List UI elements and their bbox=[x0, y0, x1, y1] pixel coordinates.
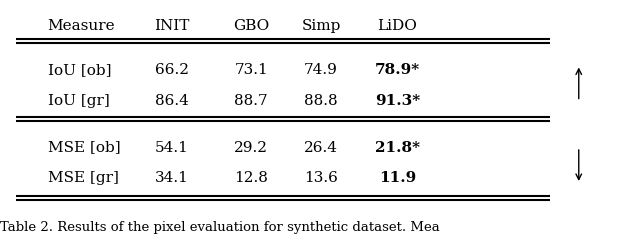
Text: 74.9: 74.9 bbox=[304, 63, 338, 77]
Text: 12.8: 12.8 bbox=[234, 171, 268, 185]
Text: 21.8*: 21.8* bbox=[375, 141, 420, 154]
Text: GBO: GBO bbox=[233, 19, 269, 33]
Text: 29.2: 29.2 bbox=[234, 141, 268, 154]
Text: Simp: Simp bbox=[301, 19, 341, 33]
Text: 66.2: 66.2 bbox=[155, 63, 189, 77]
Text: 54.1: 54.1 bbox=[155, 141, 189, 154]
Text: 13.6: 13.6 bbox=[304, 171, 338, 185]
Text: IoU [ob]: IoU [ob] bbox=[48, 63, 111, 77]
Text: 34.1: 34.1 bbox=[155, 171, 189, 185]
Text: 88.8: 88.8 bbox=[305, 94, 338, 108]
Text: 91.3*: 91.3* bbox=[375, 94, 420, 108]
Text: Measure: Measure bbox=[48, 19, 115, 33]
Text: MSE [gr]: MSE [gr] bbox=[48, 171, 118, 185]
Text: 88.7: 88.7 bbox=[235, 94, 268, 108]
Text: 11.9: 11.9 bbox=[379, 171, 416, 185]
Text: Table 2. Results of the pixel evaluation for synthetic dataset. Mea: Table 2. Results of the pixel evaluation… bbox=[0, 221, 439, 234]
Text: 86.4: 86.4 bbox=[155, 94, 189, 108]
Text: IoU [gr]: IoU [gr] bbox=[48, 94, 109, 108]
Text: 78.9*: 78.9* bbox=[375, 63, 420, 77]
Text: LiDO: LiDO bbox=[378, 19, 417, 33]
Text: INIT: INIT bbox=[154, 19, 190, 33]
Text: MSE [ob]: MSE [ob] bbox=[48, 141, 120, 154]
Text: 26.4: 26.4 bbox=[304, 141, 338, 154]
Text: 73.1: 73.1 bbox=[234, 63, 268, 77]
